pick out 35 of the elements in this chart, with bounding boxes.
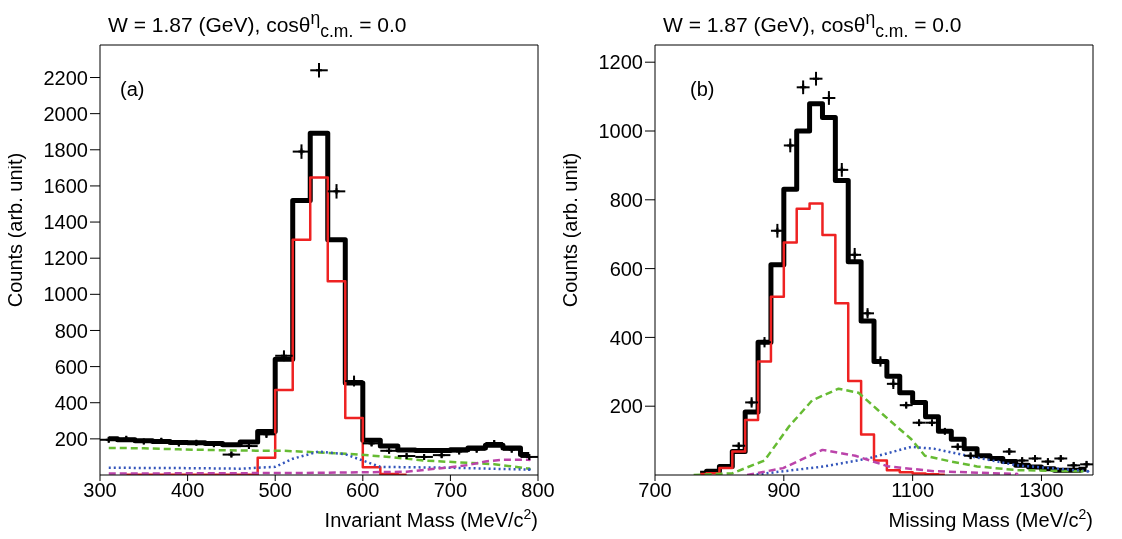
y-tick-label: 400 xyxy=(609,326,643,349)
y-tick-label: 1200 xyxy=(43,247,88,270)
chart-title: W = 1.87 (GeV), cosθ$^{η}$$_{c.m.}$ = 0.0 xyxy=(663,8,962,43)
x-tick-label: 700 xyxy=(433,479,468,502)
x-axis-title: Missing Mass (MeV/c$^{2}$) xyxy=(888,506,1093,531)
y-axis-title: Counts (arb. unit) xyxy=(559,152,581,308)
y-tick-label: 1600 xyxy=(43,175,88,198)
y-tick-label: 800 xyxy=(609,188,643,211)
y-tick-label: 1000 xyxy=(43,283,88,306)
y-tick-label: 600 xyxy=(609,257,643,280)
y-tick-label: 600 xyxy=(54,355,88,378)
y-tick-label: 200 xyxy=(609,395,643,418)
annotation: (a) xyxy=(120,78,145,101)
x-tick-label: 600 xyxy=(346,479,380,502)
annotation: (b) xyxy=(690,78,715,101)
y-tick-label: 1400 xyxy=(43,211,88,234)
y-tick-label: 200 xyxy=(54,427,88,450)
x-tick-label: 700 xyxy=(638,479,672,502)
y-tick-label: 1800 xyxy=(43,138,88,161)
y-tick-label: 2200 xyxy=(43,66,88,89)
x-axis-title: Invariant Mass (MeV/c$^{2}$) xyxy=(324,506,538,531)
y-tick-label: 2000 xyxy=(43,102,88,125)
x-tick-label: 500 xyxy=(258,479,292,502)
x-tick-label: 800 xyxy=(521,479,555,502)
x-tick-label: 1100 xyxy=(891,479,935,502)
x-tick-label: 400 xyxy=(170,479,205,502)
chart-title: W = 1.87 (GeV), cosθ$^{η}$$_{c.m.}$ = 0.0 xyxy=(108,8,407,43)
x-tick-label: 1300 xyxy=(1019,479,1064,502)
y-tick-label: 1200 xyxy=(598,51,643,74)
x-tick-label: 900 xyxy=(767,479,801,502)
y-tick-label: 400 xyxy=(54,391,88,414)
x-tick-label: 300 xyxy=(83,479,117,502)
y-axis-title: Counts (arb. unit) xyxy=(4,152,26,308)
y-tick-label: 1000 xyxy=(598,120,643,143)
y-tick-label: 800 xyxy=(54,319,88,342)
